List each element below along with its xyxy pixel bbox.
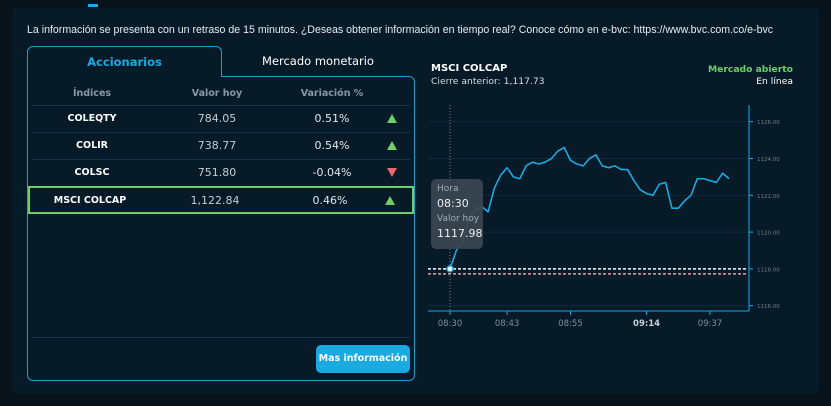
tooltip-time: 08:30 [437, 197, 469, 210]
arrow-up-icon [385, 196, 395, 205]
previous-close: Cierre anterior: 1,117.73 [431, 76, 545, 87]
x-tick-label: 08:30 [438, 319, 463, 329]
index-value: 784.05 [197, 112, 237, 125]
index-change: 0.54% [314, 139, 350, 152]
tooltip-value-label: Valor hoy [437, 214, 480, 224]
chart-tooltip: Hora 08:30 Valor hoy 1117.98 [431, 179, 483, 249]
header-valor: Valor hoy [191, 88, 243, 99]
header-indices: Índices [72, 88, 112, 99]
table-row[interactable]: COLIR 738.77 0.54% [32, 132, 410, 159]
arrow-up-icon [387, 114, 397, 123]
y-tick-label: 1122.00 [757, 194, 780, 200]
y-tick-label: 1118.00 [757, 267, 780, 273]
tab-mercado-monetario[interactable]: Mercado monetario [262, 54, 374, 68]
x-tick-label: 09:14 [633, 319, 660, 329]
y-tick-label: 1120.00 [757, 231, 780, 237]
index-name: MSCI COLCAP [53, 195, 127, 206]
highlight-point [446, 265, 454, 273]
table-row[interactable]: COLSC 751.80 -0.04% [32, 159, 410, 186]
index-change: 0.46% [312, 194, 348, 207]
x-tick-label: 08:55 [558, 319, 583, 329]
index-name: COLEQTY [67, 113, 117, 124]
arrow-up-icon [387, 141, 397, 150]
tabs: Accionarios Mercado monetario [27, 46, 415, 77]
index-change: -0.04% [312, 166, 352, 179]
arrow-down-icon [387, 168, 397, 177]
chart-title: MSCI COLCAP [431, 63, 508, 74]
index-name: COLIR [76, 140, 108, 151]
y-tick-label: 1116.00 [757, 304, 780, 310]
delay-notice: La información se presenta con un retras… [27, 24, 774, 36]
connection-status: En línea [756, 76, 793, 87]
table-row[interactable]: MSCI COLCAP 1,122.84 0.46% [28, 186, 414, 214]
y-tick-label: 1124.00 [757, 157, 780, 163]
y-tick-label: 1126.00 [757, 120, 780, 126]
nav-active-indicator [88, 4, 98, 7]
header-variacion: Variación % [300, 88, 364, 99]
x-tick-label: 08:43 [495, 319, 520, 329]
divider [32, 337, 410, 338]
index-value: 738.77 [197, 139, 237, 152]
more-info-button[interactable]: Mas información [316, 345, 410, 373]
tooltip-time-label: Hora [437, 184, 459, 194]
index-value: 1,122.84 [190, 194, 240, 207]
index-name: COLSC [74, 167, 110, 178]
market-status: Mercado abierto [707, 64, 793, 75]
table-header: Índices Valor hoy Variación % [32, 83, 410, 105]
tab-accionarios[interactable]: Accionarios [27, 46, 222, 77]
table-row[interactable]: COLEQTY 784.05 0.51% [32, 105, 410, 132]
series-line [449, 146, 730, 270]
index-value: 751.80 [197, 166, 237, 179]
tooltip-value: 1117.98 [437, 227, 483, 240]
index-change: 0.51% [314, 112, 350, 125]
x-tick-label: 09:37 [698, 319, 723, 329]
